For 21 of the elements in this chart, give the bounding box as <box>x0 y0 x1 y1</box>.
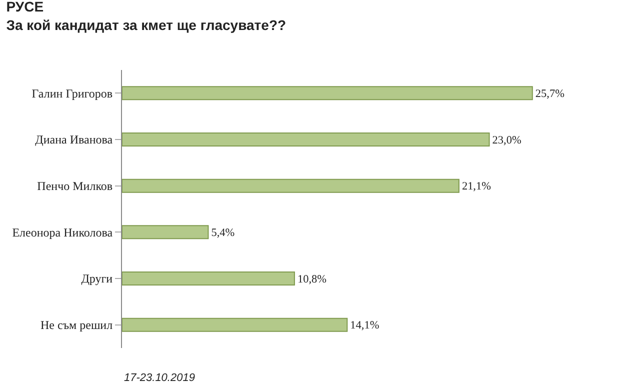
y-tick-label: Пенчо Милков <box>37 179 113 194</box>
y-tick-label: Галин Григоров <box>32 86 113 100</box>
data-label: 10,8% <box>297 273 327 286</box>
data-label: 5,4% <box>211 227 235 240</box>
y-tick-label: Други <box>81 272 114 286</box>
data-label: 23,0% <box>492 134 522 146</box>
bar <box>122 225 209 240</box>
y-tick-label: Не съм решил <box>40 318 113 332</box>
bar <box>122 178 460 193</box>
chart-title: РУСЕ <box>6 0 44 15</box>
y-tick-label: Диана Иванова <box>35 132 114 147</box>
data-label: 21,1% <box>462 180 491 193</box>
data-label: 25,7% <box>535 88 564 100</box>
text: 17-23.10.2019 <box>124 372 195 384</box>
bar <box>122 272 295 286</box>
chart-subtitle: За кой кандидат за кмет ще гласувате?? <box>6 16 286 33</box>
y-tick-label: Елеонора Николова <box>12 225 114 240</box>
bar <box>122 132 490 146</box>
bar <box>122 318 348 332</box>
data-label: 14,1% <box>350 320 380 332</box>
bar <box>122 86 533 100</box>
